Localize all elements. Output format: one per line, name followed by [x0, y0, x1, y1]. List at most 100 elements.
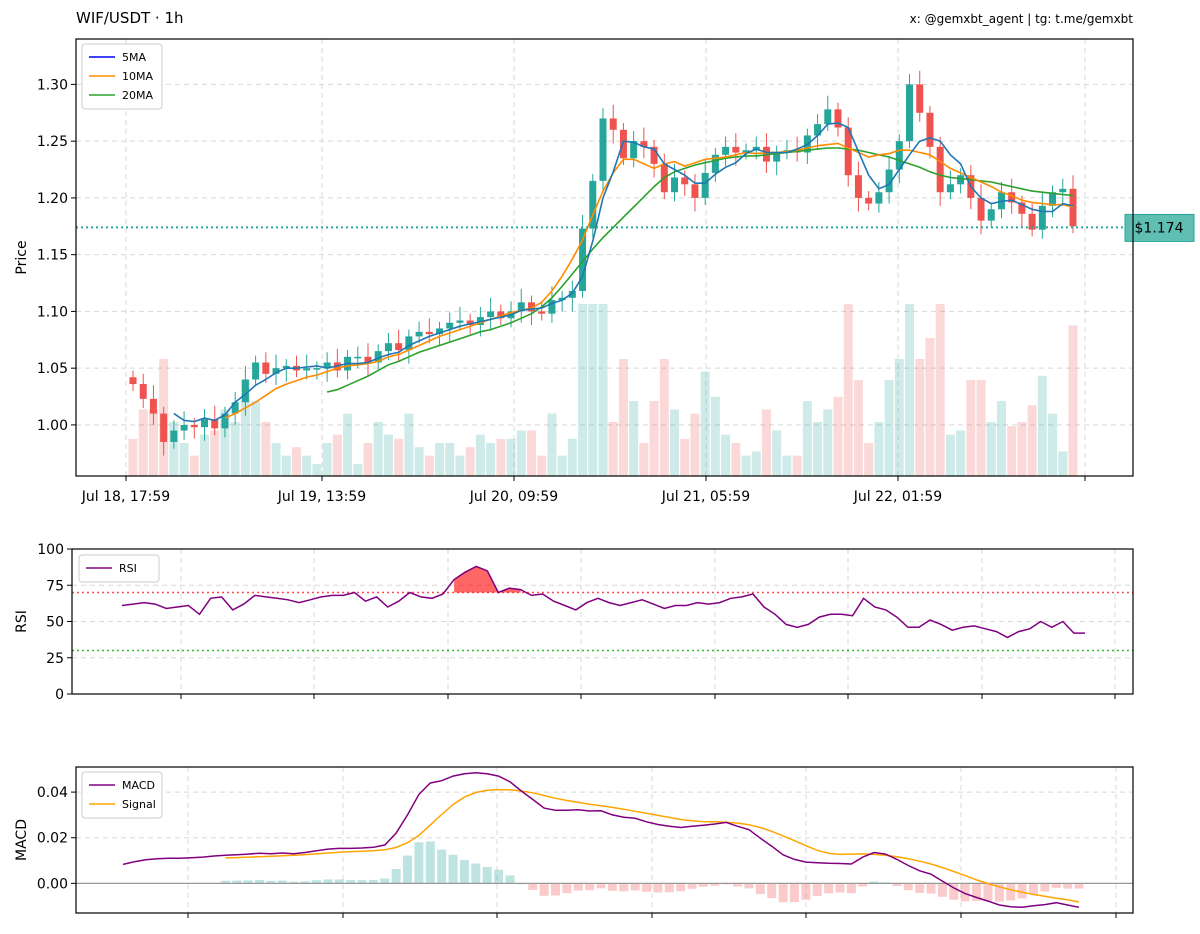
volume-bar-74 — [884, 380, 894, 476]
macd-hist-bar-46 — [642, 883, 652, 892]
macd-hist-bar-84 — [1074, 883, 1084, 889]
volume-bar-56 — [700, 371, 710, 476]
volume-bar-51 — [649, 401, 659, 476]
volume-bar-77 — [915, 359, 925, 476]
ma5-line — [173, 122, 1074, 423]
macd-hist-bar-56 — [755, 883, 765, 895]
price-panel: 1.00 1.05 1.10 1.15 1.20 1.25 1.30 Jul 18, 17:5… — [14, 38, 1195, 505]
volume-bar-11 — [240, 380, 250, 476]
macd-hist-bar-80 — [1028, 883, 1038, 895]
macd-hist-bar-24 — [391, 868, 401, 884]
volume-bar-85 — [996, 401, 1006, 476]
macd-hist-bar-81 — [1040, 883, 1050, 892]
macd-frame — [75, 766, 1134, 914]
volume-bar-73 — [874, 422, 884, 476]
macd-hist-bar-49 — [676, 883, 686, 892]
candle-body-91 — [1059, 188, 1067, 193]
volume-bar-88 — [1027, 405, 1037, 476]
macd-hist-bar-26 — [414, 842, 424, 884]
candle-body-43 — [568, 290, 576, 298]
macd-hist-bar-16 — [300, 881, 310, 884]
macd-hist-bar-58 — [778, 883, 788, 903]
candle-body-46 — [599, 118, 607, 181]
macd-hist-bar-62 — [824, 883, 834, 894]
candle-body-2 — [149, 398, 157, 414]
macd-hist-bar-75 — [972, 883, 982, 901]
chart-title: WIF/USDT · 1h — [76, 9, 184, 27]
price-frame — [75, 38, 1134, 477]
volume-bar-35 — [486, 443, 496, 476]
volume-bar-17 — [302, 455, 312, 476]
macd-hist-bar-12 — [255, 879, 265, 884]
volume-bar-2 — [148, 409, 158, 476]
candle-body-83 — [977, 197, 985, 221]
volume-bar-31 — [445, 443, 455, 476]
volume-bar-5 — [179, 443, 189, 476]
macd-hist-bar-31 — [471, 863, 481, 884]
price-xtick-label-3: Jul 21, 05:59 — [661, 489, 750, 505]
macd-hist-bar-74 — [960, 883, 970, 902]
candle-body-39 — [527, 302, 535, 312]
rsi-legend-label-0: RSI — [119, 562, 137, 575]
macd-hist-bar-82 — [1051, 883, 1061, 888]
volume-bar-47 — [608, 422, 618, 476]
volume-bar-41 — [547, 413, 557, 476]
volume-bar-26 — [394, 438, 404, 476]
volume-bar-46 — [598, 304, 608, 476]
candle-body-75 — [895, 141, 903, 170]
macd-line — [122, 771, 1080, 909]
rsi-ytick-label-0: 0 — [55, 687, 64, 703]
macd-hist-bar-83 — [1063, 883, 1073, 889]
candle-body-55 — [691, 184, 699, 198]
macd-hist-bar-18 — [323, 879, 333, 884]
volume-bar-43 — [567, 438, 577, 476]
macd-hist-bar-60 — [801, 883, 811, 900]
candle-body-11 — [241, 379, 249, 403]
candle-body-4 — [170, 430, 178, 442]
volume-bar-10 — [230, 422, 240, 476]
volume-bar-90 — [1048, 413, 1058, 476]
candle-body-24 — [374, 351, 382, 363]
volume-bar-13 — [261, 422, 271, 476]
macd-hist-bar-77 — [994, 883, 1004, 902]
candle-body-15 — [282, 365, 290, 369]
macd-hist-bar-14 — [277, 880, 287, 884]
price-legend-label-2: 20MA — [122, 89, 153, 102]
volume-bar-62 — [761, 409, 771, 476]
candle-body-8 — [211, 419, 219, 429]
volume-bar-71 — [853, 380, 863, 476]
macd-hist-bar-19 — [334, 879, 344, 884]
candle-body-19 — [323, 362, 331, 369]
volume-bar-89 — [1037, 375, 1047, 476]
macd-hist-bar-59 — [789, 883, 799, 903]
volume-bar-15 — [281, 455, 291, 476]
candle-body-72 — [865, 197, 873, 204]
candle-body-6 — [190, 424, 198, 428]
macd-ytick-label-2: 0.04 — [37, 785, 68, 801]
volume-bar-21 — [343, 413, 353, 476]
volume-bar-64 — [782, 455, 792, 476]
ma20-line — [326, 147, 1074, 393]
price-ytick-label-2: 1.10 — [37, 304, 68, 320]
candle-body-51 — [650, 146, 658, 164]
volume-bar-40 — [537, 455, 547, 476]
volume-bar-70 — [843, 304, 853, 476]
volume-bar-1 — [138, 409, 148, 476]
macd-hist-bar-42 — [596, 883, 606, 889]
macd-hist-bar-15 — [289, 881, 299, 884]
candle-body-48 — [619, 129, 627, 159]
volume-bar-92 — [1068, 325, 1078, 476]
macd-hist-bar-28 — [437, 849, 447, 884]
volume-bar-36 — [496, 438, 506, 476]
volume-bar-87 — [1017, 422, 1027, 476]
macd-hist-bar-32 — [482, 866, 492, 884]
rsi-overbought-fill-2 — [454, 566, 521, 593]
volume-bar-39 — [526, 430, 536, 476]
candle-body-23 — [364, 356, 372, 363]
volume-bar-52 — [659, 359, 669, 476]
rsi-ytick-label-2: 50 — [46, 615, 64, 631]
macd-ylabel: MACD — [14, 819, 30, 861]
volume-bar-32 — [455, 455, 465, 476]
macd-hist-bar-29 — [448, 854, 458, 884]
volume-bar-12 — [251, 401, 261, 476]
